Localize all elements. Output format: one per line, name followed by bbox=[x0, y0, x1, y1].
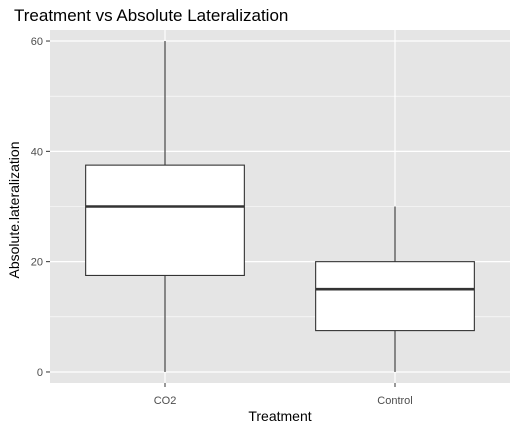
box-series bbox=[85, 41, 475, 372]
y-tick-label: 40 bbox=[31, 146, 43, 158]
box-iqr bbox=[85, 164, 245, 276]
box-iqr bbox=[315, 261, 475, 332]
x-tick-label: CO2 bbox=[154, 395, 177, 407]
y-tick-label: 60 bbox=[31, 36, 43, 48]
box-co2 bbox=[85, 41, 245, 372]
x-axis-title: Treatment bbox=[248, 408, 311, 424]
x-axis-ticks: CO2 Control bbox=[154, 383, 413, 407]
y-axis-ticks: 0 20 40 60 bbox=[31, 36, 50, 379]
y-tick-label: 20 bbox=[31, 257, 43, 269]
y-axis-title: Absolute.lateralization bbox=[6, 142, 22, 279]
x-tick-label: Control bbox=[377, 395, 412, 407]
y-tick-label: 0 bbox=[37, 367, 43, 379]
box-control bbox=[315, 206, 475, 372]
chart-title: Treatment vs Absolute Lateralization bbox=[14, 6, 288, 25]
